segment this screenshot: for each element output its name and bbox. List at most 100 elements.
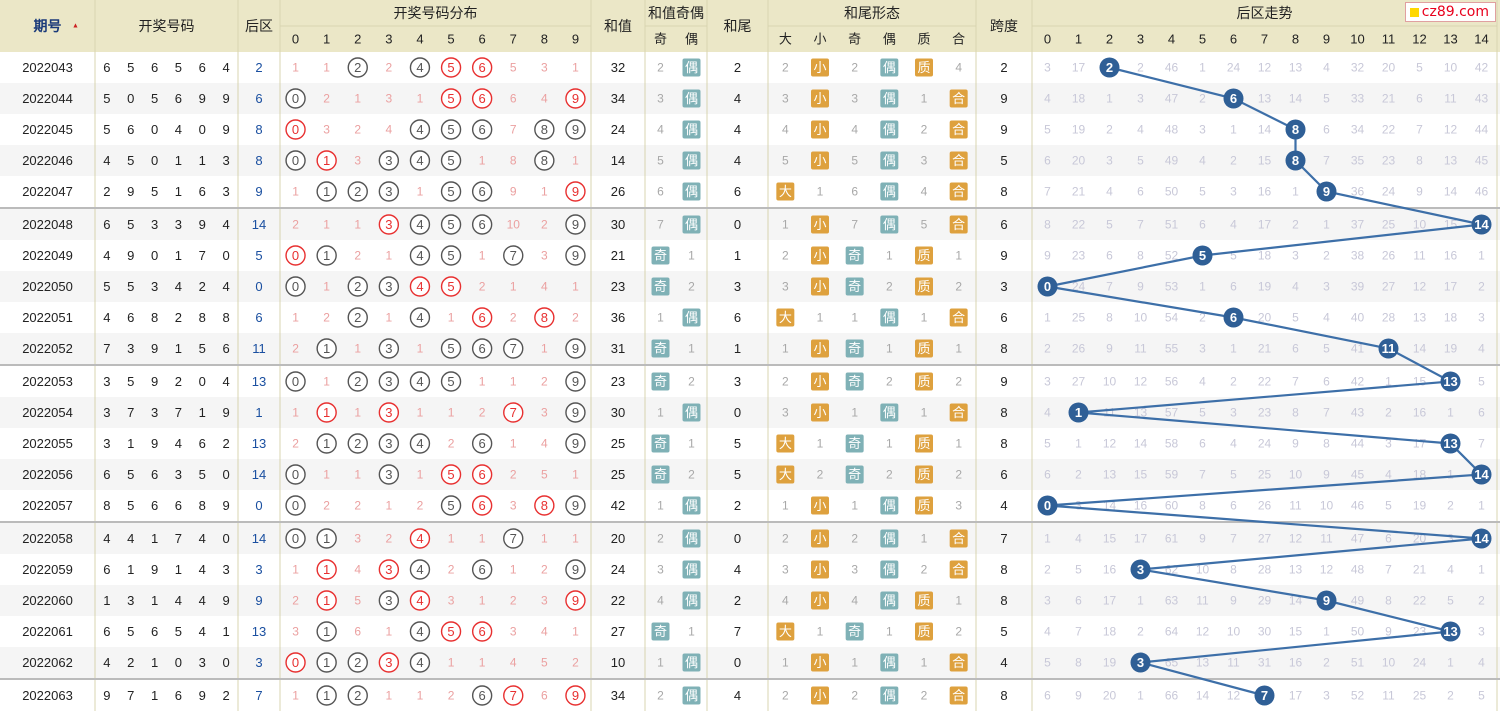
dist-miss: 1 xyxy=(323,468,330,482)
trend-miss: 19 xyxy=(1103,656,1117,670)
dist-miss: 6 xyxy=(354,625,361,639)
trend-miss: 7 xyxy=(1044,185,1051,199)
cell-prime: 1 xyxy=(921,92,928,106)
trend-miss: 22 xyxy=(1413,594,1427,608)
cell-composite: 2 xyxy=(955,468,962,482)
dist-ball xyxy=(285,119,306,140)
dist-miss: 2 xyxy=(510,311,517,325)
cell-small-bg xyxy=(811,560,829,579)
cell-tail-odd: 4 xyxy=(851,594,858,608)
trend-ball xyxy=(1192,245,1213,266)
cell-composite: 合 xyxy=(952,122,965,137)
trend-miss: 1 xyxy=(1137,594,1144,608)
cell-sum-odd: 2 xyxy=(657,689,664,703)
trend-miss: 1 xyxy=(1230,123,1237,137)
trend-ball-label: 5 xyxy=(1199,248,1206,263)
trend-miss: 1 xyxy=(1478,563,1485,577)
dist-ball-label: 4 xyxy=(416,60,423,75)
cell-big: 4 xyxy=(782,594,789,608)
cell-tail-odd: 1 xyxy=(851,499,858,513)
dist-ball xyxy=(409,57,431,78)
cell-back: 13 xyxy=(252,374,266,389)
trend-ball xyxy=(1471,528,1492,549)
cell-small: 小 xyxy=(813,217,826,232)
dist-ball xyxy=(316,433,337,454)
trend-miss: 7 xyxy=(1137,218,1144,232)
dist-ball xyxy=(471,57,493,78)
site-logo[interactable]: cz89.com xyxy=(1404,2,1496,22)
cell-number: 4 xyxy=(175,436,182,451)
dist-ball xyxy=(565,245,586,266)
cell-back: 1 xyxy=(255,405,262,420)
trend-miss: 25 xyxy=(1413,689,1427,703)
cell-sum: 10 xyxy=(611,655,625,670)
trend-miss: 11 xyxy=(1444,92,1457,106)
cell-sum-odd-bg xyxy=(651,246,670,265)
cell-tail-even-bg xyxy=(880,215,899,234)
dist-miss: 2 xyxy=(541,563,548,577)
cell-tail: 0 xyxy=(734,405,741,420)
cell-composite: 合 xyxy=(952,531,965,546)
dist-ball xyxy=(440,464,462,485)
cell-big: 5 xyxy=(782,154,789,168)
cell-composite-bg xyxy=(949,89,968,108)
cell-sum-odd: 6 xyxy=(657,185,664,199)
dist-miss: 1 xyxy=(386,499,393,513)
cell-sum-even: 偶 xyxy=(685,217,698,232)
trend-ball xyxy=(1285,119,1306,140)
cell-big: 2 xyxy=(782,249,789,263)
cell-number: 0 xyxy=(222,531,229,546)
cell-tail-even-bg xyxy=(880,403,899,422)
dist-miss: 1 xyxy=(386,689,393,703)
cell-number: 1 xyxy=(199,153,206,168)
dist-ball xyxy=(471,495,493,516)
dist-ball xyxy=(409,371,431,392)
dist-miss: 1 xyxy=(417,185,424,199)
cell-sum-odd-bg xyxy=(651,372,670,391)
trend-miss: 1 xyxy=(1447,468,1454,482)
cell-big: 大 xyxy=(779,184,792,199)
trend-miss: 10 xyxy=(1227,625,1241,639)
cell-number: 3 xyxy=(103,436,110,451)
cell-tail-even: 1 xyxy=(886,625,893,639)
dist-miss: 1 xyxy=(479,375,486,389)
trend-miss: 9 xyxy=(1075,689,1082,703)
dist-ball xyxy=(378,652,400,673)
trend-miss: 51 xyxy=(1165,218,1179,232)
header-dist-digit: 1 xyxy=(323,32,330,47)
cell-number: 3 xyxy=(199,655,206,670)
cell-number: 1 xyxy=(103,593,110,608)
dist-ball xyxy=(440,57,462,78)
dist-ball-label: 0 xyxy=(292,531,299,546)
trend-miss: 24 xyxy=(1227,61,1241,75)
cell-number: 9 xyxy=(222,405,229,420)
trend-miss: 14 xyxy=(1289,92,1303,106)
header-trend-digit: 6 xyxy=(1230,32,1237,47)
trend-miss: 2 xyxy=(1478,280,1485,294)
trend-miss: 4 xyxy=(1323,311,1330,325)
dist-ball-label: 3 xyxy=(385,217,392,232)
cell-tail-even-bg xyxy=(880,529,899,548)
trend-miss: 32 xyxy=(1351,61,1365,75)
dist-ball xyxy=(440,119,462,140)
dist-ball xyxy=(565,371,586,392)
trend-miss: 1 xyxy=(1106,92,1113,106)
dist-miss: 1 xyxy=(323,218,330,232)
trend-miss: 1 xyxy=(1323,218,1330,232)
header-dist-digit: 0 xyxy=(292,32,299,47)
dist-miss: 3 xyxy=(510,499,517,513)
trend-ball xyxy=(1440,621,1461,642)
cell-composite-bg xyxy=(949,182,968,201)
cell-sum-odd: 2 xyxy=(657,532,664,546)
dist-miss: 3 xyxy=(541,249,548,263)
cell-span: 6 xyxy=(1000,467,1007,482)
cell-sum: 27 xyxy=(611,624,625,639)
cell-big-bg xyxy=(776,182,795,201)
dist-ball-label: 5 xyxy=(447,467,454,482)
trend-miss: 7 xyxy=(1230,532,1237,546)
cell-prime-bg xyxy=(915,277,933,296)
dist-ball-label: 0 xyxy=(292,655,299,670)
cell-tail-odd: 4 xyxy=(851,123,858,137)
cell-small: 小 xyxy=(813,688,826,703)
